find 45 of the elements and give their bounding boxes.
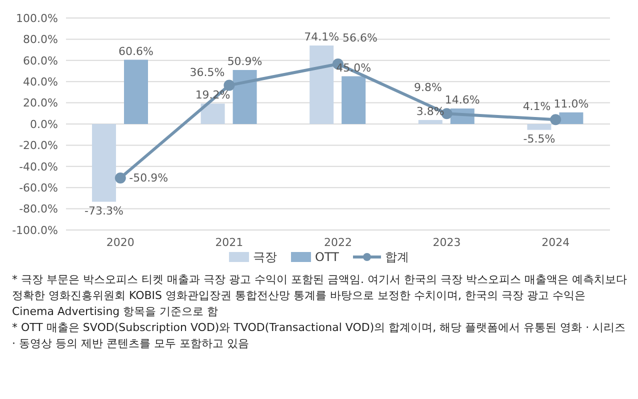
point (224, 80, 235, 91)
x-tick-label: 2021 (215, 236, 244, 249)
y-tick-label: -60.0% (19, 182, 58, 195)
y-tick-label: -20.0% (19, 139, 58, 152)
data-label: 9.8% (414, 81, 442, 94)
data-label: 11.0% (554, 97, 589, 110)
text: * OTT 매출은 SVOD(Subscription VOD)와 TVOD(Transactional VOD)의 합계이며, 해당 플랫폼에서 유통된 영화 · 시리즈 · 동영상 등의 제반 콘텐츠를 모두 포함하고 있음 (12, 320, 627, 352)
data-label: 4.1% (522, 100, 551, 114)
data-label: -73.3% (84, 204, 124, 218)
text: * 극장 부문은 박스오피스 티켓 매출과 극장 광고 수익이 포함된 금액임. 여기서 한국의 극장 박스오피스 매출액은 예측치보다 정확한 영화진흥위원회 KOBIS 영화관입장권 통합전산망 통계를 바탕으로 보정한 수치이며, 한국의 극장 광고 수익은 Cinema Advertising 항목을 기준으로 함 (12, 272, 628, 320)
bar (124, 60, 148, 124)
legend-label: 합계 (384, 248, 409, 266)
data-label: 14.6% (444, 94, 480, 107)
data-label: 36.5% (190, 66, 225, 79)
y-tick-label: 80.0% (23, 33, 58, 46)
y-tick-label: 0.0% (30, 118, 58, 131)
data-label: 74.1% (304, 30, 340, 44)
y-tick-label: 100.0% (16, 12, 58, 25)
legend-label: OTT (315, 250, 339, 264)
data-label: -5.5% (523, 132, 556, 146)
y-tick-label: -80.0% (19, 202, 58, 216)
x-tick-label: 2024 (542, 236, 570, 249)
data-label: 56.6% (342, 32, 378, 45)
data-label: 50.9% (227, 55, 262, 68)
x-tick-label: 2020 (106, 236, 134, 249)
x-tick-label: 2022 (324, 236, 352, 249)
y-tick-label: 20.0% (23, 96, 58, 110)
point (114, 172, 126, 184)
legend-label: 극장 (253, 248, 278, 266)
bar (527, 124, 552, 130)
y-tick-label: -40.0% (19, 160, 58, 174)
x-tick-label: 2023 (432, 236, 461, 249)
bar (92, 124, 116, 202)
bar (342, 76, 366, 124)
bar (418, 120, 442, 124)
data-label: 60.6% (118, 44, 154, 58)
y-tick-label: 60.0% (23, 54, 58, 68)
y-tick-label: -100.0% (12, 224, 58, 237)
point (550, 114, 562, 126)
bar (232, 70, 257, 124)
y-tick-label: 40.0% (23, 76, 58, 89)
data-label: -50.9% (129, 171, 168, 184)
bar (310, 45, 334, 124)
bar (559, 112, 584, 124)
bar (200, 104, 225, 124)
